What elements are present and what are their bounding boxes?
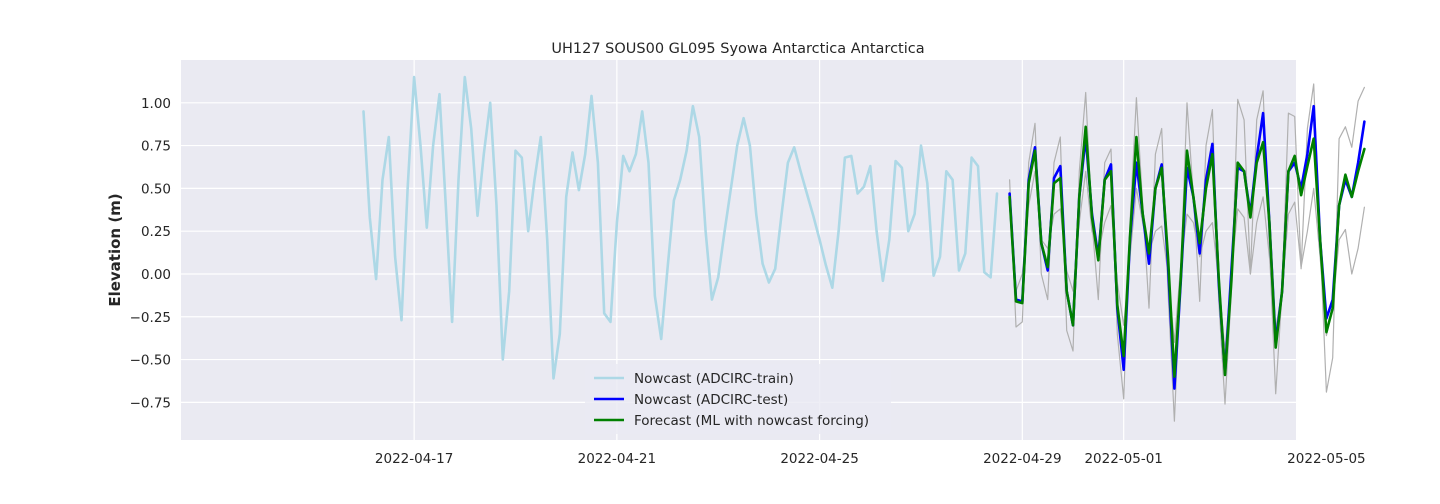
y-tick-label: 0.00 xyxy=(141,267,171,283)
y-tick-label: −0.75 xyxy=(130,395,171,411)
x-tick-label: 2022-04-21 xyxy=(578,451,656,467)
ensemble-line-lower xyxy=(1008,170,1366,352)
x-tick-label: 2022-04-17 xyxy=(375,451,453,467)
x-axis: 2022-04-17 2022-04-21 2022-04-25 2022-04-29… xyxy=(375,451,1366,467)
y-axis-label: Elevation (m) xyxy=(106,193,124,306)
y-tick-label: 0.75 xyxy=(141,139,171,155)
legend-label: Nowcast (ADCIRC-train) xyxy=(634,371,794,387)
legend-label: Forecast (ML with nowcast forcing) xyxy=(634,413,869,429)
chart-title: UH127 SOUS00 GL095 Syowa Antarctica Anta… xyxy=(551,41,924,57)
y-tick-label: −0.25 xyxy=(130,310,171,326)
y-tick-label: −0.50 xyxy=(130,353,171,369)
series-line-adcirc-train xyxy=(362,75,999,380)
y-tick-label: 0.50 xyxy=(141,181,171,197)
x-tick-label: 2022-04-25 xyxy=(780,451,858,467)
x-tick-label: 2022-04-29 xyxy=(983,451,1061,467)
legend: Nowcast (ADCIRC-train) Nowcast (ADCIRC-te… xyxy=(585,364,891,434)
y-tick-label: 1.00 xyxy=(141,96,171,112)
x-tick-label: 2022-05-01 xyxy=(1084,451,1162,467)
y-axis: 1.00 0.75 0.50 0.25 0.00 −0.25 −0.50 −0.75 xyxy=(130,96,171,412)
legend-label: Nowcast (ADCIRC-test) xyxy=(634,392,788,408)
legend-box xyxy=(585,364,891,434)
y-tick-label: 0.25 xyxy=(141,224,171,240)
x-tick-label: 2022-05-05 xyxy=(1287,451,1365,467)
series-group xyxy=(362,75,1366,422)
series-line-forecast-ml xyxy=(1008,125,1366,379)
